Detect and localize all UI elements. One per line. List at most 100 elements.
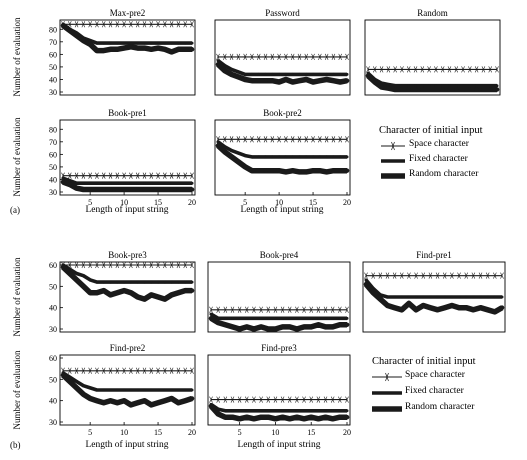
data-point (266, 316, 270, 320)
data-point (156, 172, 160, 179)
data-point (392, 272, 397, 279)
data-point (280, 306, 285, 313)
y-tick-label: 60 (49, 354, 57, 363)
data-point (102, 388, 106, 392)
data-point (189, 288, 195, 293)
x-tick-label: 10 (120, 198, 128, 207)
data-point (478, 272, 483, 279)
data-point (318, 72, 322, 76)
y-axis-label: Number of evaluation (12, 117, 22, 196)
x-tick-label: 5 (88, 198, 92, 207)
panel-max-pre2: Max-pre2 30 40 50 60 70 80 (49, 8, 196, 97)
data-point (464, 272, 468, 279)
panel-title: Find-pre3 (261, 343, 297, 353)
data-point (129, 21, 133, 28)
data-point (284, 136, 288, 143)
data-point (407, 295, 411, 299)
data-point (316, 416, 321, 422)
legend-label-random-a: Random character (409, 169, 479, 179)
data-point (295, 396, 299, 403)
x-tick-label: 15 (154, 428, 162, 437)
data-point (95, 181, 99, 185)
data-point (304, 72, 308, 76)
data-point (297, 53, 302, 61)
data-point (450, 272, 454, 279)
data-point (440, 87, 445, 92)
data-point (386, 66, 391, 73)
data-point (478, 305, 483, 310)
data-point (155, 187, 161, 192)
data-point (276, 79, 282, 85)
data-point (301, 324, 307, 330)
x-tick-label: 5 (243, 198, 247, 207)
data-point (163, 280, 167, 284)
data-point (265, 326, 271, 332)
data-point (435, 272, 440, 279)
data-point (290, 53, 295, 61)
data-point (407, 272, 411, 279)
data-point (81, 181, 85, 185)
data-point (81, 367, 86, 374)
data-point (330, 306, 335, 313)
data-point (190, 280, 194, 284)
data-point (316, 316, 320, 320)
data-point (277, 136, 281, 143)
data-point (87, 42, 93, 47)
data-point (311, 53, 315, 61)
data-point (280, 396, 285, 403)
data-point (67, 379, 73, 384)
data-point (492, 309, 498, 315)
data-point (311, 136, 315, 143)
data-point (189, 47, 195, 52)
data-point (259, 396, 263, 403)
y-tick-label: 40 (49, 304, 57, 313)
data-point (81, 261, 86, 269)
data-point (264, 155, 268, 159)
data-point (385, 303, 390, 308)
data-point (115, 187, 120, 192)
x-tick-label: 10 (275, 198, 283, 207)
data-point (295, 409, 299, 413)
data-point (266, 396, 271, 403)
data-point (88, 261, 92, 269)
data-point (276, 168, 282, 173)
data-point (209, 306, 213, 313)
data-point (88, 172, 92, 179)
data-point (302, 396, 306, 403)
data-point (142, 398, 147, 403)
data-point (136, 181, 140, 185)
data-point (135, 294, 140, 300)
data-point (442, 305, 448, 310)
data-point (337, 79, 343, 85)
data-point (250, 136, 254, 143)
data-point (149, 41, 153, 45)
data-point (122, 181, 126, 185)
data-point (170, 388, 174, 392)
data-point (479, 295, 483, 299)
legend-label-fixed-a: Fixed character (409, 154, 468, 164)
data-point (109, 388, 113, 392)
data-point (309, 306, 313, 313)
x-tick-label: 15 (307, 428, 315, 437)
data-point (101, 288, 107, 293)
data-point (68, 367, 72, 374)
data-point (162, 398, 168, 403)
data-point (467, 87, 473, 92)
data-point (101, 261, 106, 269)
data-point (237, 396, 242, 403)
data-point (318, 136, 322, 143)
panel-title: Max-pre2 (110, 8, 146, 18)
data-point (189, 187, 195, 192)
data-point (94, 187, 100, 192)
data-point (149, 280, 153, 284)
data-point (337, 322, 343, 328)
data-point (81, 274, 85, 278)
data-point (323, 324, 328, 330)
data-point (378, 272, 383, 279)
data-point (230, 414, 235, 420)
data-point (463, 305, 469, 310)
legend-swatch-space-a-marker (391, 141, 395, 151)
data-point (129, 280, 133, 284)
data-point (176, 367, 181, 374)
data-point (277, 155, 281, 159)
